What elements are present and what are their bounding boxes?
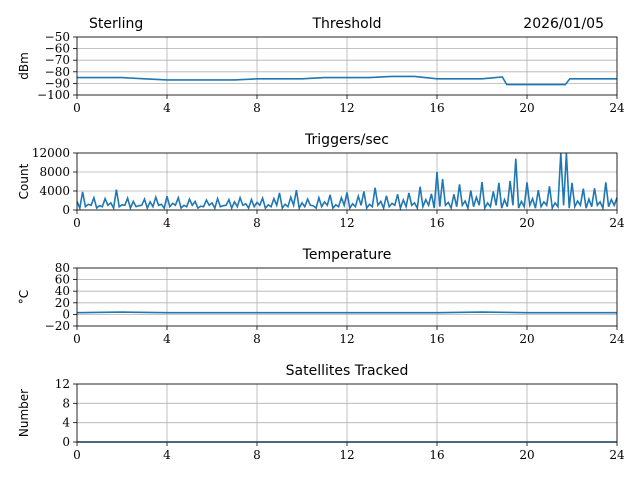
x-tick-label: 24 [609,216,625,230]
y-tick-label: −20 [45,319,70,333]
y-tick-label: 80 [55,261,70,275]
y-axis-label: °C [17,290,31,304]
series-line [77,75,617,86]
x-tick-label: 20 [519,448,534,462]
y-tick-label: 60 [55,273,70,287]
x-tick-label: 8 [253,332,261,346]
x-tick-label: 20 [519,101,534,115]
x-tick-label: 0 [73,216,81,230]
x-tick-label: 20 [519,216,534,230]
subplot-title: Threshold [312,16,382,32]
x-tick-label: 16 [429,101,444,115]
x-tick-label: 4 [163,216,171,230]
x-tick-label: 12 [339,101,354,115]
series-line [76,152,618,212]
x-tick-label: 12 [339,216,354,230]
x-tick-label: 16 [429,448,444,462]
x-tick-label: 20 [519,332,534,346]
y-tick-label: −80 [45,65,70,79]
y-tick-label: −70 [45,53,70,67]
subplot-title: Satellites Tracked [286,363,409,379]
y-tick-label: 40 [55,284,70,298]
x-tick-label: 24 [609,332,625,346]
x-tick-label: 24 [609,448,625,462]
subplot-title: Temperature [302,247,392,263]
y-tick-label: −100 [37,88,70,102]
x-tick-label: 8 [253,448,261,462]
axes-frame [76,36,618,96]
x-tick-label: 4 [163,332,171,346]
y-tick-label: −60 [45,42,70,56]
y-tick-label: 4000 [39,184,70,198]
y-tick-label: 20 [55,296,70,310]
x-tick-label: 0 [73,448,81,462]
series-line [76,311,617,314]
date-label: 2026/01/05 [523,16,604,32]
axes-frame [76,152,618,211]
x-tick-label: 4 [163,101,171,115]
station-label: Sterling [89,16,143,32]
y-tick-label: 8 [62,396,70,410]
x-tick-label: 8 [253,101,261,115]
y-tick-label: 12 [55,377,70,391]
y-tick-label: −50 [45,30,70,44]
y-tick-label: 4 [62,416,70,430]
x-tick-label: 12 [339,448,354,462]
y-tick-label: 8000 [39,165,70,179]
y-tick-label: 0 [62,307,70,321]
x-tick-label: 24 [609,101,625,115]
x-tick-label: 0 [73,101,81,115]
axes-frame [76,267,618,327]
y-tick-label: 0 [62,435,70,449]
x-tick-label: 0 [73,332,81,346]
subplot-1: 0 4 8 12 16 20 24 0 4000 8000 12000 Triggers/sec Cou… [17,132,625,230]
subplot-0: 0 4 8 12 16 20 24 −100−90−80−70−60−50 Threshold d… [17,16,625,115]
x-tick-label: 12 [339,332,354,346]
x-tick-label: 4 [163,448,171,462]
x-tick-label: 16 [429,332,444,346]
axes-frame [76,383,618,443]
y-tick-label: 0 [62,203,70,217]
subplot-3: 0 4 8 12 16 20 24 0 4 8 12 Satellites Tracked Number [17,363,625,462]
y-tick-label: 12000 [32,146,70,160]
y-tick-label: −90 [45,76,70,90]
x-tick-label: 8 [253,216,261,230]
y-axis-label: Number [17,389,31,437]
subplot-title: Triggers/sec [304,132,389,148]
x-tick-label: 16 [429,216,444,230]
y-axis-label: Count [17,163,31,199]
y-axis-label: dBm [17,52,31,80]
